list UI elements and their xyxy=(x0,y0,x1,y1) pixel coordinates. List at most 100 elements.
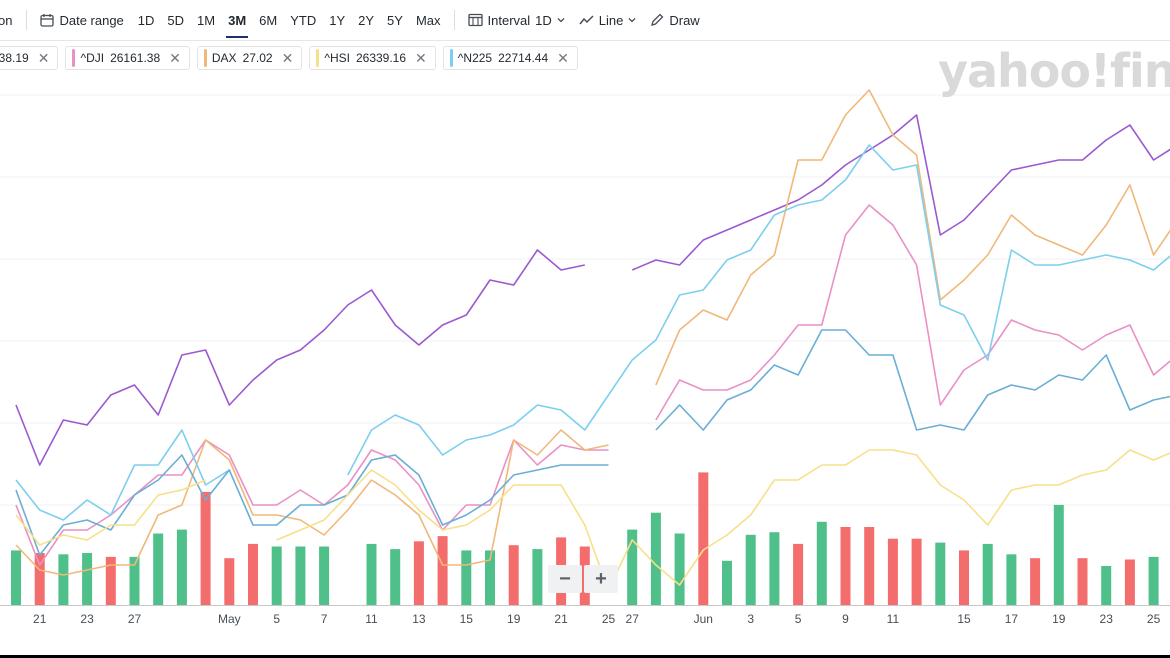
series-line-3 xyxy=(15,429,230,521)
x-tick-label: 25 xyxy=(1147,612,1161,626)
range-1d-button[interactable]: 1D xyxy=(137,12,155,28)
x-tick-label: 19 xyxy=(1052,612,1066,626)
volume-bar xyxy=(153,533,164,605)
range-1m-button[interactable]: 1M xyxy=(197,12,216,28)
volume-bar xyxy=(864,527,875,605)
chip-value: 27.02 xyxy=(242,51,273,65)
close-icon[interactable]: ✕ xyxy=(37,49,50,66)
comparison-chip-dji[interactable]: ^DJI 26161.38 ✕ xyxy=(65,46,190,70)
volume-bar xyxy=(1101,566,1112,605)
x-tick-label: 3 xyxy=(747,612,754,626)
x-tick-label: 15 xyxy=(460,612,474,626)
volume-bar xyxy=(840,527,851,605)
x-tick-label: 9 xyxy=(842,612,849,626)
chart-toolbar: on Date range 1D 5D 1M 3M 6M YTD 1Y 2Y 5… xyxy=(0,0,1170,41)
volume-bar xyxy=(532,549,543,605)
compare-button[interactable]: on xyxy=(0,13,12,28)
close-icon[interactable]: ✕ xyxy=(169,49,181,66)
x-tick-label: 13 xyxy=(412,612,426,626)
toolbar-divider xyxy=(26,10,28,30)
range-2y-button[interactable]: 2Y xyxy=(358,12,375,28)
draw-label: Draw xyxy=(669,12,700,28)
volume-bar xyxy=(461,550,472,605)
volume-bar xyxy=(366,543,377,605)
volume-bar xyxy=(982,543,993,605)
range-3m-button[interactable]: 3M xyxy=(226,12,249,38)
close-icon[interactable]: ✕ xyxy=(557,49,569,66)
close-icon[interactable]: ✕ xyxy=(281,49,294,66)
x-tick-label: 15 xyxy=(957,612,971,626)
line-chart-icon xyxy=(579,14,594,26)
volume-bar xyxy=(935,542,946,605)
volume-bar xyxy=(887,538,898,605)
comparison-chip-n225[interactable]: ^N225 22714.44 ✕ xyxy=(442,46,578,70)
range-1y-button[interactable]: 1Y xyxy=(329,12,346,28)
chart-type-label: Line xyxy=(598,12,624,28)
range-5y-button[interactable]: 5Y xyxy=(387,12,403,28)
volume-bar xyxy=(271,546,282,605)
range-6m-button[interactable]: 6M xyxy=(259,12,278,28)
x-tick-label: 23 xyxy=(80,612,94,626)
zoom-out-button[interactable]: − xyxy=(548,565,582,593)
chip-value: 538.19 xyxy=(0,51,29,65)
date-range-label: Date range xyxy=(59,12,124,28)
interval-icon xyxy=(467,13,483,27)
x-axis: 21 23 27 May 5 7 11 13 15 19 21 25 27 Jun 3 5 9 11 15 17 19 2… xyxy=(0,605,1170,626)
x-tick-label: 11 xyxy=(365,612,378,626)
close-icon[interactable]: ✕ xyxy=(415,49,427,66)
chart-type-dropdown[interactable]: Line xyxy=(579,13,637,28)
pencil-icon xyxy=(650,13,664,27)
x-tick-label: 5 xyxy=(795,612,802,626)
grid xyxy=(0,94,1170,506)
chevron-down-icon xyxy=(628,17,636,23)
calendar-icon xyxy=(40,13,55,27)
series-line-4 xyxy=(655,329,1170,431)
draw-button[interactable]: Draw xyxy=(650,12,700,28)
series-color-swatch xyxy=(316,49,320,67)
series-line-0 xyxy=(15,249,585,466)
series-line-4 xyxy=(15,454,609,556)
range-5d-button[interactable]: 5D xyxy=(167,12,185,28)
volume-bar xyxy=(722,560,732,605)
volume-bar xyxy=(1030,558,1041,605)
series-line-2 xyxy=(15,429,609,576)
range-max-button[interactable]: Max xyxy=(415,12,441,28)
volume-bar xyxy=(816,521,827,605)
comparison-chip-hsi[interactable]: ^HSI 26339.16 ✕ xyxy=(309,46,436,70)
comparison-chip-dax[interactable]: DAX 27.02 ✕ xyxy=(196,46,303,70)
range-ytd-button[interactable]: YTD xyxy=(290,12,317,28)
volume-bar xyxy=(959,550,969,605)
zoom-in-button[interactable]: + xyxy=(584,565,618,593)
volume-bar xyxy=(176,529,187,605)
x-tick-label: May xyxy=(218,612,241,626)
series-line-0 xyxy=(631,114,1170,271)
comparison-chip[interactable]: 538.19 ✕ xyxy=(0,46,59,70)
volume-bar xyxy=(248,543,258,605)
volume-bar xyxy=(745,534,756,605)
toolbar-divider xyxy=(453,10,455,30)
volume-bar xyxy=(485,550,495,605)
x-tick-label: 27 xyxy=(626,612,640,626)
interval-value: 1D xyxy=(535,12,552,28)
volume-bar xyxy=(82,553,93,605)
volume-bar xyxy=(224,558,235,605)
series-line-3 xyxy=(347,144,1170,476)
comparison-chips: 538.19 ✕ ^DJI 26161.38 ✕ DAX 27.02 ✕ ^HS… xyxy=(0,46,585,70)
volume-bar xyxy=(1077,558,1088,605)
volume-bar xyxy=(437,536,448,605)
range-selector: 1D 5D 1M 3M 6M YTD 1Y 2Y 5Y Max xyxy=(137,12,454,38)
volume-bar xyxy=(105,556,116,605)
volume-bar xyxy=(1124,559,1135,605)
x-tick-label: 21 xyxy=(33,612,47,626)
date-range-button[interactable]: Date range xyxy=(40,12,124,28)
volume-bar xyxy=(390,549,401,605)
volume-bar xyxy=(650,512,661,605)
interval-dropdown[interactable]: Interval 1D xyxy=(467,12,565,28)
x-tick-label: 11 xyxy=(887,612,900,626)
x-tick-label: 7 xyxy=(321,612,328,626)
volume-bar xyxy=(129,556,140,605)
series-line-5 xyxy=(15,479,206,546)
interval-label: Interval xyxy=(487,12,531,28)
